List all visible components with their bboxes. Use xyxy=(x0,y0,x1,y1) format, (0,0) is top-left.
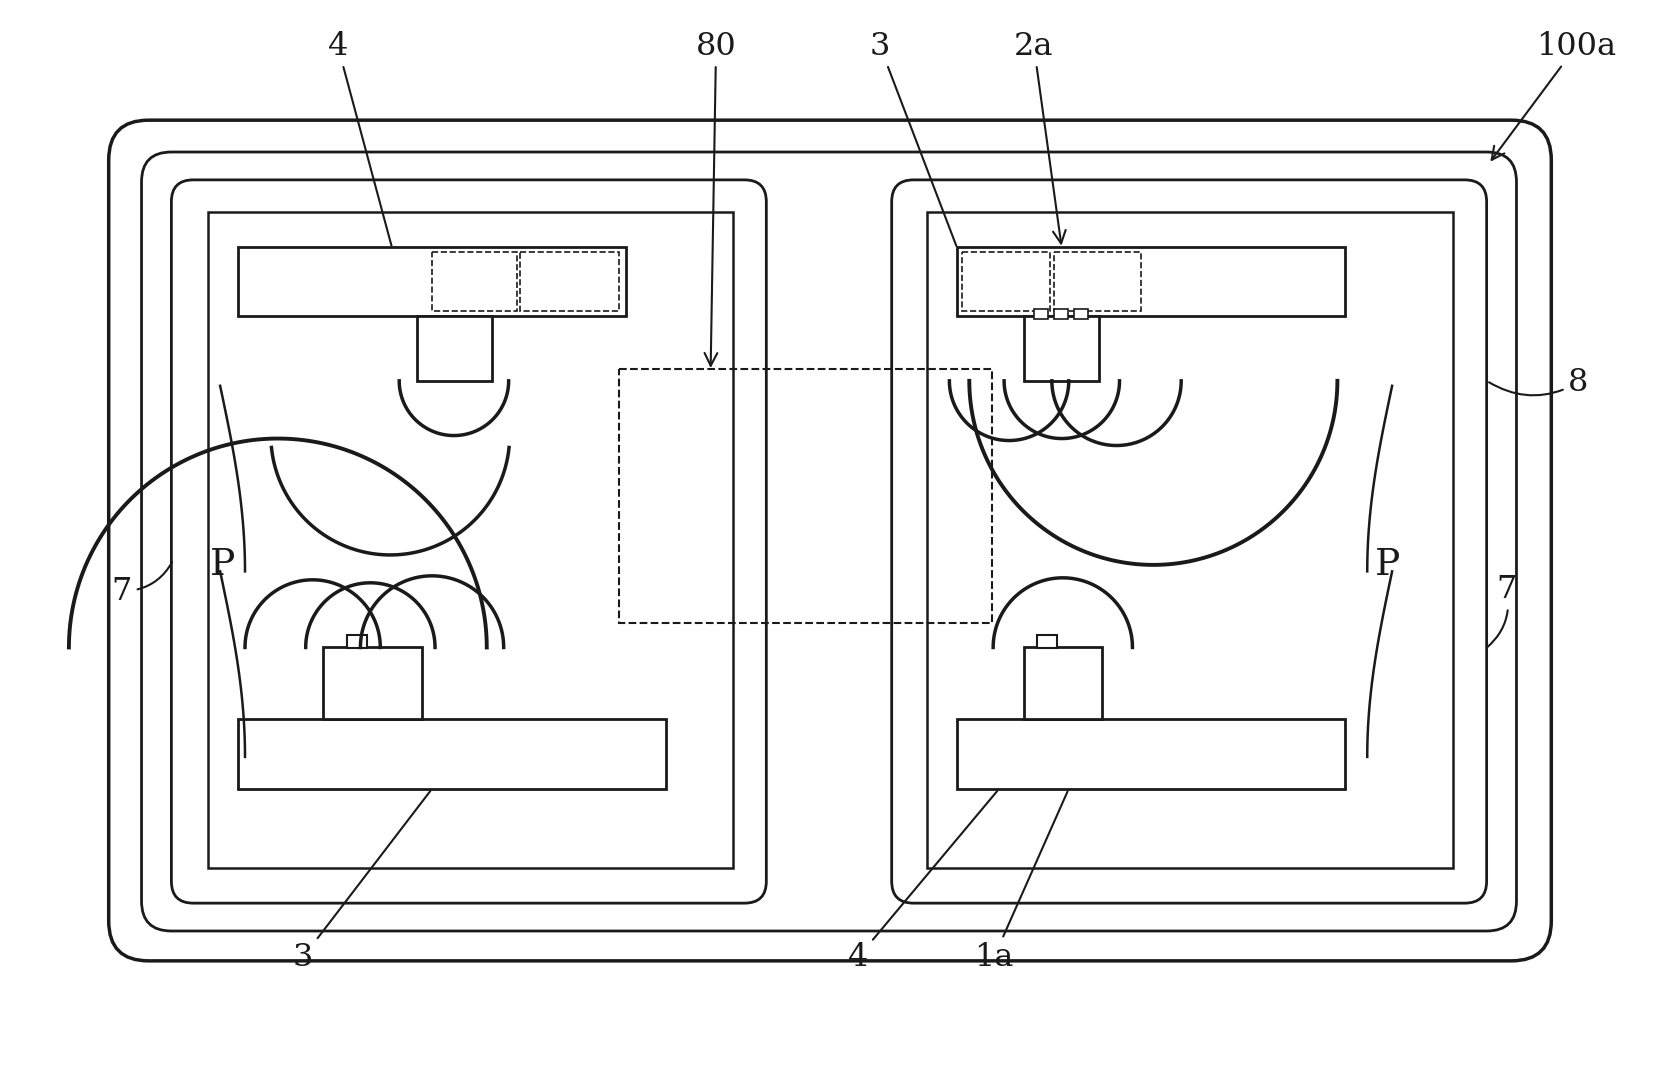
Text: 2a: 2a xyxy=(1014,30,1066,243)
Text: 3: 3 xyxy=(870,30,956,246)
Bar xyxy=(322,648,422,720)
Text: 4: 4 xyxy=(327,30,392,246)
Bar xyxy=(963,251,1049,311)
Bar xyxy=(958,247,1345,316)
Bar xyxy=(208,212,734,869)
Text: P: P xyxy=(211,547,236,583)
Bar xyxy=(1034,309,1047,320)
Text: 7: 7 xyxy=(111,562,173,607)
Text: 100a: 100a xyxy=(1492,30,1617,160)
Bar xyxy=(958,720,1345,789)
Text: 3: 3 xyxy=(292,791,430,973)
Bar xyxy=(417,316,491,380)
Text: 4: 4 xyxy=(848,791,998,973)
Bar xyxy=(1024,648,1102,720)
Bar xyxy=(1074,309,1087,320)
Bar xyxy=(347,635,367,649)
Text: 80: 80 xyxy=(696,30,737,366)
Bar xyxy=(520,251,619,311)
Bar xyxy=(432,251,516,311)
Bar xyxy=(1038,635,1057,649)
Bar xyxy=(1054,251,1142,311)
Bar xyxy=(1054,309,1067,320)
Bar xyxy=(619,368,993,623)
Bar xyxy=(237,247,626,316)
Bar xyxy=(237,720,666,789)
Text: 7: 7 xyxy=(1487,574,1517,648)
Text: 8: 8 xyxy=(1489,366,1589,398)
Text: 1a: 1a xyxy=(974,791,1067,973)
Bar xyxy=(928,212,1452,869)
Bar xyxy=(1024,316,1099,380)
Text: P: P xyxy=(1374,547,1401,583)
